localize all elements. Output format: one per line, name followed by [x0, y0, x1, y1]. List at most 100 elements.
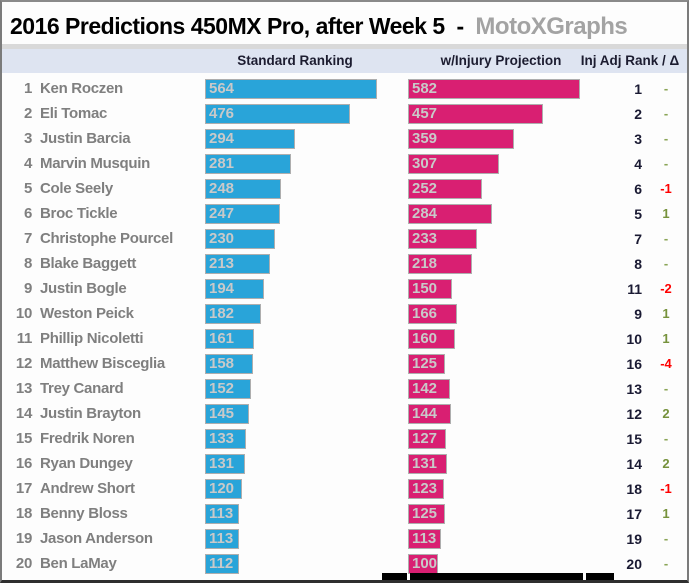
- inj-adj-rank-value: 13: [626, 381, 642, 397]
- inj-adj-rank-value: 1: [634, 81, 642, 97]
- rank-delta-value: -1: [660, 481, 672, 496]
- rider-position: 6: [23, 205, 32, 222]
- rider-position: 17: [15, 480, 32, 497]
- bar-value-label: 233: [412, 230, 438, 247]
- standard-ranking-bar: 247: [205, 204, 280, 224]
- bar-value-label: 125: [412, 355, 438, 372]
- rider-row: 13 Trey Canard 152 142 13 -: [2, 377, 687, 402]
- bar-value-label: 213: [209, 255, 235, 272]
- bar-value-label: 113: [209, 505, 234, 522]
- standard-ranking-bar: 194: [205, 279, 264, 299]
- standard-ranking-bar: 564: [205, 79, 377, 99]
- injury-projection-bar: 160: [408, 329, 455, 349]
- bar-value-label: 145: [209, 405, 235, 422]
- rank-delta-value: -: [663, 381, 669, 396]
- rider-row: 2 Eli Tomac 476 457 2 -: [2, 102, 687, 127]
- standard-ranking-bar: 294: [205, 129, 295, 149]
- divider-strip: [2, 44, 687, 49]
- standard-ranking-bar: 120: [205, 479, 242, 499]
- inj-adj-rank-value: 16: [626, 356, 642, 372]
- injury-projection-bar: 166: [408, 304, 457, 324]
- injury-projection-bar: 284: [408, 204, 492, 224]
- rank-delta-value: -: [663, 156, 669, 171]
- standard-ranking-bar: 158: [205, 354, 253, 374]
- rider-position: 12: [15, 355, 32, 372]
- rider-name: Phillip Nicoletti: [40, 330, 144, 347]
- injury-projection-bar: 131: [408, 454, 447, 474]
- injury-projection-bar: 582: [408, 79, 580, 99]
- bar-value-label: 100: [412, 555, 438, 572]
- injury-projection-bar: 457: [408, 104, 543, 124]
- bar-value-label: 359: [412, 130, 438, 147]
- standard-ranking-bar: 145: [205, 404, 249, 424]
- rank-delta-value: 1: [662, 331, 670, 346]
- bottom-black-bar-segment: [410, 573, 583, 580]
- rider-row: 4 Marvin Musquin 281 307 4 -: [2, 152, 687, 177]
- injury-projection-bar: 150: [408, 279, 452, 299]
- rider-position: 8: [23, 255, 32, 272]
- bar-value-label: 194: [209, 280, 235, 297]
- rider-position: 5: [23, 180, 32, 197]
- bar-value-label: 112: [209, 555, 234, 572]
- standard-ranking-bar: 113: [205, 529, 239, 549]
- standard-ranking-bar: 230: [205, 229, 275, 249]
- inj-adj-rank-value: 11: [627, 281, 642, 297]
- rider-name: Fredrik Noren: [40, 430, 135, 447]
- rider-position: 10: [15, 305, 32, 322]
- inj-adj-rank-value: 6: [634, 181, 642, 197]
- standard-ranking-bar: 213: [205, 254, 270, 274]
- rider-row: 15 Fredrik Noren 133 127 15 -: [2, 427, 687, 452]
- standard-ranking-bar: 476: [205, 104, 350, 124]
- injury-projection-bar: 100: [408, 554, 438, 574]
- rider-name: Ken Roczen: [40, 80, 123, 97]
- rider-name: Marvin Musquin: [40, 155, 150, 172]
- column-header-band: Standard Ranking w/Injury Projection Inj…: [2, 49, 687, 73]
- bar-value-label: 142: [412, 380, 438, 397]
- injury-projection-bar: 127: [408, 429, 446, 449]
- rider-position: 20: [15, 555, 32, 572]
- rider-position: 14: [15, 405, 32, 422]
- bar-value-label: 150: [412, 280, 438, 297]
- rank-delta-value: -1: [660, 181, 672, 196]
- standard-ranking-bar: 152: [205, 379, 251, 399]
- rider-position: 11: [16, 330, 33, 347]
- bar-value-label: 131: [209, 455, 235, 472]
- chart-rows: 1 Ken Roczen 564 582 1-2 Eli Tomac 476 457 2-3 Ju…: [2, 77, 687, 579]
- inj-adj-rank-value: 2: [634, 106, 642, 122]
- bar-value-label: 152: [209, 380, 235, 397]
- injury-projection-bar: 307: [408, 154, 499, 174]
- rider-position: 18: [15, 505, 32, 522]
- bar-value-label: 294: [209, 130, 235, 147]
- injury-projection-bar: 252: [408, 179, 482, 199]
- standard-ranking-bar: 161: [205, 329, 254, 349]
- rider-row: 20 Ben LaMay 112 100 20 -: [2, 552, 687, 577]
- rider-row: 16 Ryan Dungey 131 131 14 2: [2, 452, 687, 477]
- rank-delta-value: -: [663, 231, 669, 246]
- rider-row: 19 Jason Anderson 113 113 19 -: [2, 527, 687, 552]
- rider-position: 9: [23, 280, 32, 297]
- injury-projection-bar: 233: [408, 229, 477, 249]
- rider-name: Ben LaMay: [40, 555, 117, 572]
- rank-delta-value: -: [663, 106, 669, 121]
- bar-value-label: 476: [209, 105, 235, 122]
- inj-adj-rank-value: 20: [626, 556, 642, 572]
- rider-row: 7 Christophe Pourcel 230 233 7 -: [2, 227, 687, 252]
- page-title: 2016 Predictions 450MX Pro, after Week 5…: [10, 9, 683, 43]
- rank-delta-value: -: [663, 256, 669, 271]
- rider-name: Eli Tomac: [40, 105, 108, 122]
- rider-position: 2: [23, 105, 32, 122]
- bar-value-label: 161: [209, 330, 235, 347]
- bar-value-label: 218: [412, 255, 438, 272]
- bar-value-label: 284: [412, 205, 438, 222]
- bar-value-label: 158: [209, 355, 235, 372]
- rider-position: 7: [23, 230, 32, 247]
- rank-delta-value: 1: [662, 506, 670, 521]
- rider-row: 3 Justin Barcia 294 359 3 -: [2, 127, 687, 152]
- inj-adj-rank-value: 18: [626, 481, 642, 497]
- injury-projection-bar: 125: [408, 504, 445, 524]
- injury-projection-bar: 113: [408, 529, 441, 549]
- title-separator: -: [444, 13, 476, 39]
- bar-value-label: 125: [412, 505, 438, 522]
- rider-row: 12 Matthew Bisceglia 158 125 16 -4: [2, 352, 687, 377]
